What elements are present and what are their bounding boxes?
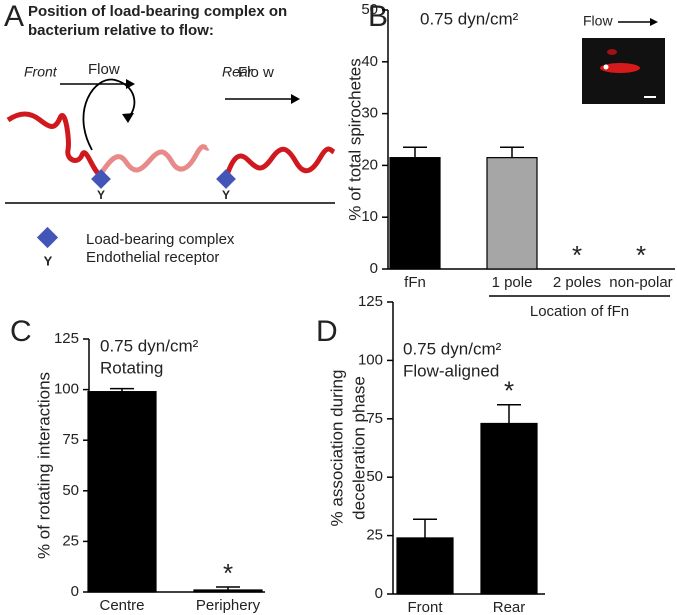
receptor: Y bbox=[222, 188, 230, 202]
panel-a: A Position of load-bearing complex on ba… bbox=[4, 0, 336, 268]
x-tick-label: 1 pole bbox=[492, 274, 533, 291]
error-bar bbox=[497, 404, 521, 424]
y-tick-label: 50 bbox=[366, 468, 383, 485]
y-tick-label: 125 bbox=[358, 293, 383, 310]
y-tick-label: 75 bbox=[62, 431, 79, 448]
inset-spot bbox=[603, 64, 609, 70]
x-tick-label: 2 poles bbox=[553, 274, 601, 291]
panel-label: D bbox=[316, 315, 338, 348]
y-tick-label: 100 bbox=[54, 381, 79, 398]
y-tick-label: 10 bbox=[361, 208, 378, 225]
y-tick-label: 0 bbox=[370, 260, 378, 277]
rotation-arrowhead bbox=[122, 113, 134, 123]
x-tick-label: Centre bbox=[99, 597, 144, 614]
load-bearing-complex bbox=[216, 169, 236, 189]
bacterium bbox=[223, 146, 336, 179]
y-tick-label: 50 bbox=[62, 482, 79, 499]
y-axis-label: % of total spirochetes bbox=[345, 58, 364, 221]
legend-label: Endothelial receptor bbox=[86, 249, 219, 266]
annotation: Flow-aligned bbox=[403, 361, 499, 380]
x-tick-label: Periphery bbox=[196, 597, 261, 614]
bar bbox=[193, 589, 263, 593]
load-bearing-complex bbox=[91, 169, 111, 189]
annotation: 0.75 dyn/cm² bbox=[100, 336, 199, 355]
bacterium-ghost bbox=[97, 144, 210, 177]
legend-swatch bbox=[36, 226, 59, 249]
x-tick-label: non-polar bbox=[609, 274, 672, 291]
significance: * bbox=[223, 558, 233, 588]
y-tick-label: 0 bbox=[375, 585, 383, 602]
significance: * bbox=[504, 376, 514, 406]
legend-label: Load-bearing complex bbox=[86, 231, 235, 248]
annotation: Rotating bbox=[100, 358, 163, 377]
flow-label: Flo w bbox=[238, 64, 274, 81]
inset-bacterium bbox=[600, 63, 640, 73]
y-tick-label: 0 bbox=[71, 583, 79, 600]
y-tick-label: 20 bbox=[361, 156, 378, 173]
inset-bacterium bbox=[607, 49, 617, 55]
y-axis-label: deceleration phase bbox=[349, 376, 368, 520]
panel-label: B bbox=[368, 0, 388, 33]
flow-label: Flow bbox=[88, 61, 120, 78]
error-bar bbox=[413, 518, 437, 538]
y-tick-label: 75 bbox=[366, 410, 383, 427]
x-tick-label: Rear bbox=[493, 599, 526, 615]
bar bbox=[396, 537, 454, 595]
inset-label: Flow bbox=[583, 13, 613, 29]
receptor: Y bbox=[97, 188, 105, 202]
panel-label: C bbox=[10, 315, 32, 348]
group-label: Location of fFn bbox=[530, 303, 629, 320]
y-tick-label: 25 bbox=[62, 532, 79, 549]
bar bbox=[480, 422, 538, 595]
error-bar bbox=[500, 146, 524, 158]
significance: * bbox=[572, 240, 582, 270]
y-axis-label: % of rotating interactions bbox=[34, 372, 53, 559]
y-tick-label: 40 bbox=[361, 53, 378, 70]
significance: * bbox=[636, 240, 646, 270]
bar bbox=[486, 157, 538, 270]
x-tick-label: fFn bbox=[404, 274, 426, 291]
rear-label: Rear bbox=[222, 64, 254, 80]
rotation-arrow bbox=[82, 78, 136, 151]
y-tick-label: 125 bbox=[54, 330, 79, 347]
annotation: 0.75 dyn/cm² bbox=[403, 339, 502, 358]
bacterium bbox=[6, 111, 102, 178]
error-bar bbox=[403, 146, 427, 158]
y-tick-label: 50 bbox=[361, 1, 378, 18]
flow-arrowhead bbox=[291, 94, 300, 104]
legend-symbol: Y bbox=[44, 253, 53, 268]
error-bar bbox=[110, 387, 134, 392]
front-label: Front bbox=[24, 64, 58, 80]
y-tick-label: 25 bbox=[366, 527, 383, 544]
inset-arrowhead bbox=[650, 18, 658, 26]
flow-arrowhead bbox=[126, 79, 135, 89]
panel-label: A bbox=[4, 0, 24, 33]
error-bar bbox=[216, 586, 240, 590]
bar bbox=[87, 391, 157, 593]
y-tick-label: 100 bbox=[358, 351, 383, 368]
y-axis-label: % association during bbox=[327, 370, 346, 527]
y-tick-label: 30 bbox=[361, 105, 378, 122]
annotation: 0.75 dyn/cm² bbox=[420, 9, 519, 28]
bar bbox=[389, 157, 441, 270]
x-tick-label: Front bbox=[407, 599, 443, 615]
diagram-title: Position of load-bearing complex on bbox=[28, 3, 287, 20]
diagram-title: bacterium relative to flow: bbox=[28, 22, 214, 39]
